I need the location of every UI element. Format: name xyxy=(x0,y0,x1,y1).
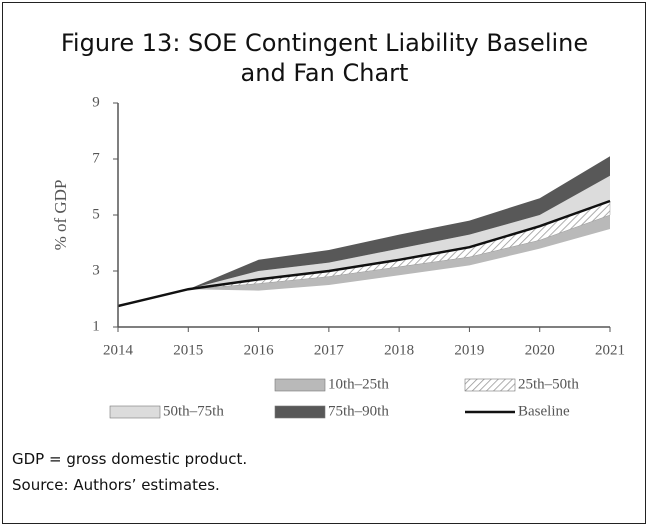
legend-label: 75th–90th xyxy=(328,403,389,419)
chart-title: Figure 13: SOE Contingent Liability Base… xyxy=(60,29,589,87)
fan-band xyxy=(118,156,610,306)
y-tick-label: 3 xyxy=(92,262,100,278)
x-tick-label: 2020 xyxy=(525,342,555,358)
y-tick-label: 5 xyxy=(92,206,100,222)
y-tick-label: 7 xyxy=(92,150,100,166)
note: Source: Authors’ estimates. xyxy=(12,476,220,494)
x-tick-label: 2018 xyxy=(384,342,414,358)
legend-swatch xyxy=(464,378,516,392)
legend-label: Baseline xyxy=(518,403,570,419)
x-tick-label: 2019 xyxy=(454,342,484,358)
note: GDP = gross domestic product. xyxy=(12,450,248,468)
x-tick-label: 2015 xyxy=(173,342,203,358)
x-tick-label: 2017 xyxy=(314,342,345,358)
baseline-line xyxy=(117,199,611,308)
y-tick-label: 9 xyxy=(92,94,100,110)
legend-label: 25th–50th xyxy=(518,376,579,392)
x-tick-label: 2016 xyxy=(244,342,275,358)
legend-swatch xyxy=(274,405,326,419)
x-tick-label: 2014 xyxy=(103,342,134,358)
legend-label: 10th–25th xyxy=(328,376,389,392)
chart: % of GDP 1 3 5 7 9 2014 2015 2016 2017 2018 2019 20… xyxy=(51,94,625,419)
legend-swatch xyxy=(274,378,326,392)
x-tick-label: 2021 xyxy=(595,342,625,358)
legend-swatch xyxy=(109,405,161,419)
y-tick-label: 1 xyxy=(92,318,100,334)
y-axis-label: % of GDP xyxy=(51,180,70,251)
legend-label: 50th–75th xyxy=(163,403,224,419)
